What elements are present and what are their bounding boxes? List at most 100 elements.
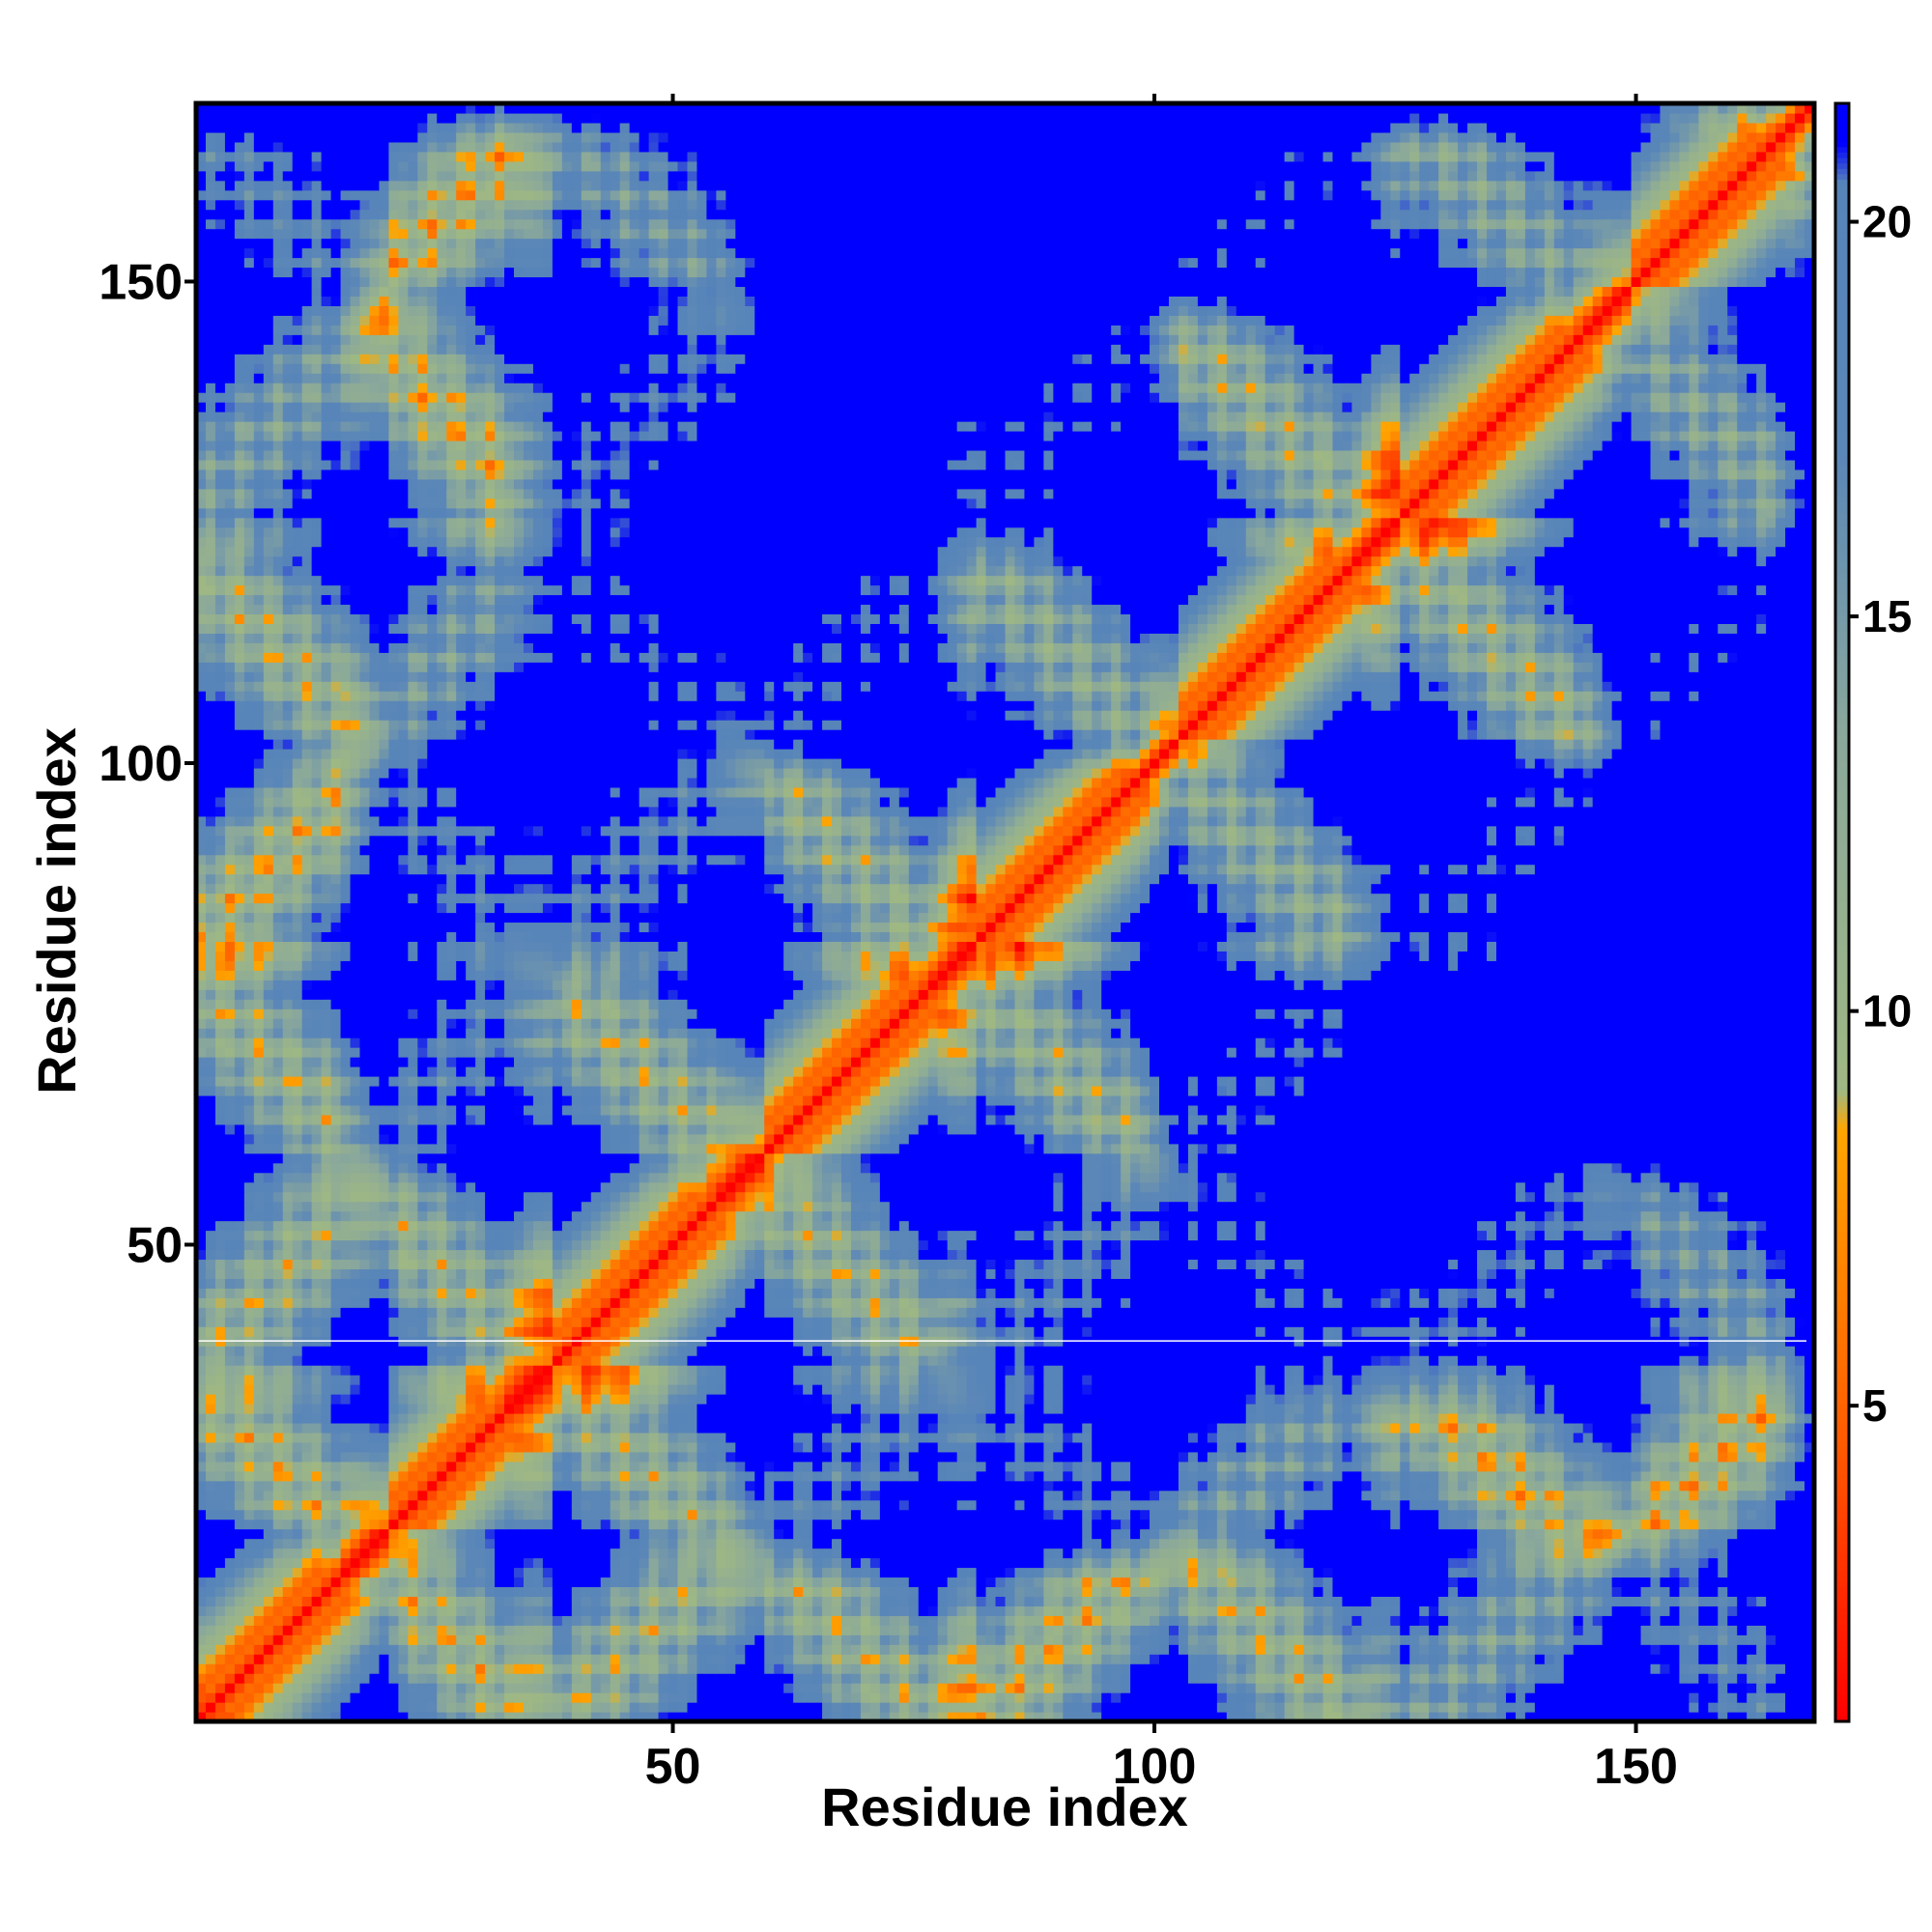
heatmap-cell [1458,1451,1468,1463]
heatmap-cell [1274,1567,1286,1578]
heatmap-cell [1043,1567,1054,1578]
heatmap-cell [205,1538,216,1549]
heatmap-cell [1776,1499,1786,1511]
heatmap-cell [1679,1548,1690,1559]
heatmap-cell [408,1548,418,1559]
heatmap-cell [408,1702,418,1713]
heatmap-cell [956,1634,968,1645]
heatmap-cell [561,1654,573,1664]
heatmap-cell [812,1557,823,1569]
heatmap-cell [745,1519,755,1530]
heatmap-cell [1351,1712,1362,1722]
heatmap-cell [879,1499,891,1511]
heatmap-cell [783,1548,794,1559]
heatmap-cell [205,1586,216,1597]
heatmap-cell [1689,1470,1699,1482]
heatmap-cell [321,1577,332,1588]
heatmap-cell [504,1499,515,1511]
heatmap-cell [1487,1712,1497,1722]
heatmap-cell [446,1490,457,1501]
heatmap-cell [1150,1712,1160,1722]
heatmap-cell [1274,1644,1286,1655]
heatmap-cell [947,1712,958,1722]
heatmap-cell [475,1499,486,1511]
heatmap-cell [1534,1470,1546,1482]
heatmap-cell [1236,1625,1247,1635]
heatmap-cell [1795,1683,1805,1693]
heatmap-cell [1756,1528,1767,1540]
heatmap-cell [956,1490,968,1501]
heatmap-cell [340,1528,352,1540]
heatmap-cell [1718,1509,1728,1520]
heatmap-cell [610,1577,621,1588]
heatmap-cell [1255,1663,1266,1674]
heatmap-cell [1487,1470,1497,1482]
heatmap-cell [860,1470,871,1482]
heatmap-cell [745,1441,755,1453]
heatmap-cell [1005,1654,1016,1664]
heatmap-cell [1207,1451,1218,1463]
heatmap-cell [243,1499,255,1511]
heatmap-cell [1747,1644,1757,1655]
heatmap-cell [1573,1470,1584,1482]
heatmap-cell [1264,1625,1276,1635]
heatmap-cell [359,1673,371,1684]
heatmap-cell [1361,1683,1372,1693]
heatmap-cell [1332,1683,1344,1693]
heatmap-cell [803,1538,813,1549]
heatmap-cell [869,1519,881,1530]
heatmap-cell [495,1490,505,1501]
heatmap-cell [937,1596,949,1606]
heatmap-cell [301,1596,313,1606]
heatmap-cell [1573,1663,1584,1674]
heatmap-cell [927,1441,939,1453]
heatmap-cell [1245,1692,1257,1703]
heatmap-cell [1563,1702,1575,1713]
heatmap-cell [1140,1663,1151,1674]
heatmap-cell [1698,1634,1709,1645]
heatmap-cell [610,1605,621,1616]
heatmap-cell [1582,1663,1594,1674]
heatmap-cell [446,1528,457,1540]
heatmap-cell [1197,1480,1208,1492]
heatmap-cell [985,1644,997,1655]
heatmap-cell [1082,1683,1093,1693]
heatmap-cell [1216,1605,1228,1616]
heatmap-cell [745,1461,755,1472]
heatmap-cell [696,1538,708,1549]
heatmap-cell [1361,1528,1372,1540]
heatmap-cell [947,1451,958,1463]
heatmap-cell [1313,1557,1324,1569]
heatmap-cell [1274,1692,1286,1703]
heatmap-cell [292,1663,303,1674]
heatmap-cell [1487,1663,1497,1674]
heatmap-cell [687,1712,698,1722]
heatmap-cell [243,1712,255,1722]
heatmap-cell [927,1596,939,1606]
heatmap-cell [1284,1548,1295,1559]
heatmap-cell [1072,1692,1083,1703]
heatmap-cell [1448,1683,1459,1693]
heatmap-cell [1660,1644,1671,1655]
heatmap-cell [832,1673,842,1684]
heatmap-cell [1534,1692,1546,1703]
heatmap-cell [1495,1702,1507,1713]
heatmap-cell [995,1461,1007,1472]
heatmap-cell [1708,1625,1719,1635]
heatmap-cell [629,1490,640,1501]
heatmap-cell [725,1663,736,1674]
heatmap-cell [350,1673,361,1684]
heatmap-cell [1785,1490,1796,1501]
heatmap-cell [1563,1548,1575,1559]
heatmap-cell [1111,1519,1122,1530]
heatmap-cell [561,1586,573,1597]
heatmap-cell [581,1586,592,1597]
heatmap-cell [1063,1596,1073,1606]
heatmap-cell [677,1441,689,1453]
heatmap-cell [1121,1432,1131,1443]
heatmap-cell [417,1625,428,1635]
heatmap-cell [869,1634,881,1645]
heatmap-cell [1650,1615,1662,1626]
heatmap-cell [610,1451,621,1463]
heatmap-cell [388,1451,399,1463]
